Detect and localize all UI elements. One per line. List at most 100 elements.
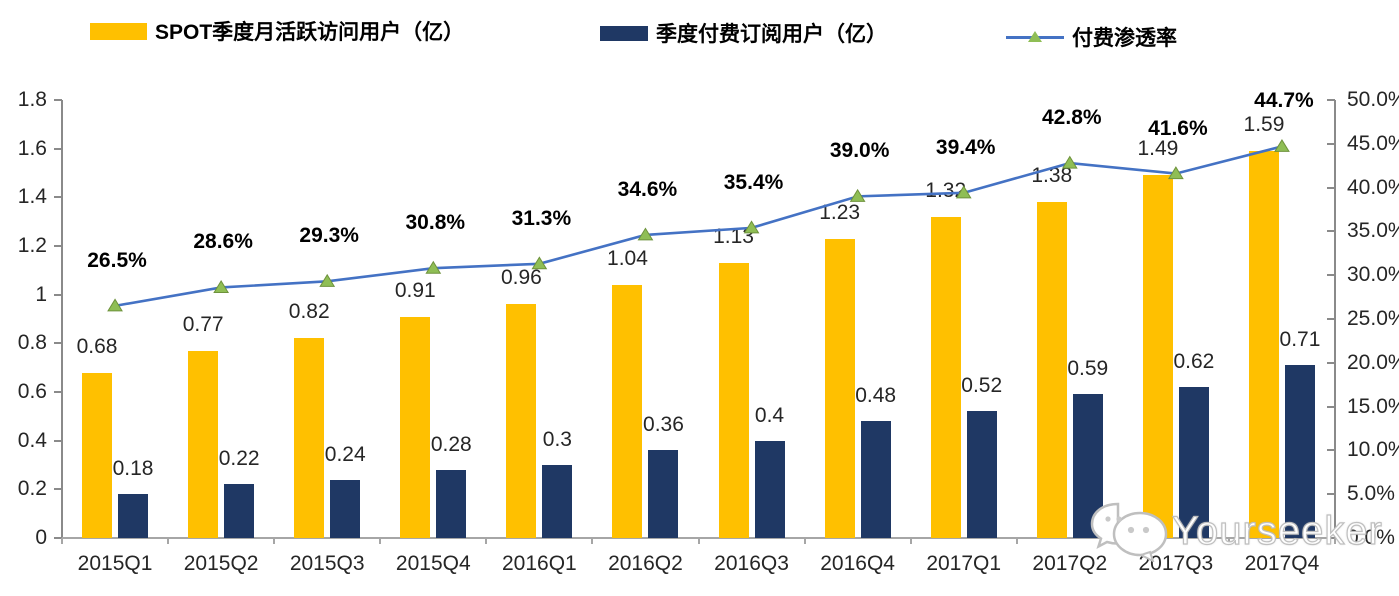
bar-subs-2016Q1 [542, 465, 573, 538]
x-tick-label: 2017Q4 [1244, 552, 1320, 575]
bar-label-subs: 0.28 [430, 432, 472, 456]
y-left-tick-label: 1 [35, 282, 47, 306]
bar-subs-2017Q3 [1178, 387, 1209, 538]
y-left-tick-label: 0.4 [17, 428, 47, 452]
bar-mau-2015Q2 [188, 350, 219, 538]
y-right-tick-label: 15.0% [1347, 394, 1399, 418]
bar-mau-2016Q3 [718, 263, 749, 538]
y-right-tick [1327, 274, 1335, 277]
bar-subs-2016Q2 [648, 450, 679, 538]
y-left-tick-label: 1.4 [17, 185, 47, 209]
bar-label-subs: 0.36 [643, 413, 684, 437]
bar-label-subs: 0.59 [1067, 357, 1109, 381]
bar-label-subs: 0.62 [1173, 350, 1215, 374]
x-boundary-tick [803, 538, 806, 544]
bar-label-mau: 0.91 [394, 278, 436, 302]
pct-label-2016Q2: 34.6% [617, 177, 678, 201]
y-left-tick-label: 1.8 [17, 88, 47, 111]
x-tick-label: 2016Q1 [502, 552, 577, 575]
pct-label-2017Q1: 39.4% [935, 135, 996, 159]
y-right-tick [1327, 318, 1335, 320]
x-tick-label: 2017Q2 [1032, 552, 1108, 575]
pct-label-2015Q2: 28.6% [193, 230, 253, 254]
x-boundary-tick [1334, 538, 1336, 544]
bar-label-subs: 0.48 [855, 384, 897, 408]
legend-label-subs: 季度付费订阅用户（亿） [656, 23, 887, 46]
x-boundary-tick [485, 538, 488, 544]
x-boundary-tick [697, 538, 700, 544]
bar-mau-2015Q4 [400, 316, 431, 538]
y-right-tick-label: 30.0% [1347, 263, 1399, 287]
y-right-tick [1327, 537, 1335, 539]
y-axis-right-line [1334, 100, 1336, 539]
bar-label-mau: 1.04 [607, 246, 648, 270]
x-tick-label: 2017Q3 [1138, 552, 1214, 575]
legend-item-penetration: 付费渗透率 [1006, 22, 1177, 52]
x-boundary-tick [909, 538, 912, 544]
bar-label-subs: 0.71 [1279, 328, 1321, 352]
bar-mau-2015Q1 [82, 372, 113, 538]
y-left-tick [54, 342, 62, 345]
watermark-text: Yourseeker [1171, 508, 1383, 553]
x-tick-label: 2015Q1 [77, 552, 153, 575]
triangle-marker-icon [637, 227, 654, 241]
y-left-tick-label: 0.2 [17, 477, 47, 501]
y-left-tick [54, 439, 62, 442]
bar-label-mau: 1.13 [713, 225, 754, 249]
bar-label-mau: 0.96 [500, 266, 542, 290]
pct-label-2017Q4: 44.7% [1254, 89, 1314, 113]
bar-label-subs: 0.3 [542, 428, 572, 451]
y-left-tick-label: 0.8 [17, 331, 47, 355]
bar-subs-2015Q4 [436, 469, 467, 538]
pct-label-2017Q2: 42.8% [1042, 106, 1102, 130]
pct-label-2015Q1: 26.5% [87, 248, 147, 272]
bar-label-subs: 0.18 [112, 457, 154, 481]
wechat-icon [1090, 502, 1168, 562]
bar-label-mau: 1.49 [1137, 137, 1179, 161]
pct-label-2015Q4: 30.8% [405, 211, 466, 235]
bar-subs-2016Q4 [860, 421, 891, 538]
y-left-tick [54, 488, 62, 491]
bar-label-mau: 0.77 [182, 312, 224, 336]
y-right-tick-label: 0.0% [1347, 526, 1395, 549]
y-left-tick-label: 1.6 [17, 136, 47, 160]
y-left-tick [54, 99, 62, 101]
y-left-tick [54, 293, 62, 296]
y-left-tick [54, 196, 62, 199]
triangle-marker-icon [213, 280, 230, 293]
bar-subs-2016Q3 [754, 440, 785, 538]
legend-item-subs: 季度付费订阅用户（亿） [600, 18, 887, 48]
triangle-marker-icon [1274, 138, 1290, 152]
bar-label-mau: 1.38 [1031, 164, 1073, 188]
bar-label-subs: 0.52 [961, 374, 1003, 398]
mau-bar-swatch-icon [90, 22, 147, 40]
y-right-tick [1327, 230, 1335, 233]
x-tick-label: 2016Q3 [714, 552, 789, 575]
y-right-tick-label: 50.0% [1347, 88, 1399, 111]
legend-label-mau: SPOT季度月活跃访问用户（亿） [155, 21, 465, 44]
y-right-tick [1327, 361, 1335, 364]
subs-bar-swatch-icon [600, 25, 648, 41]
triangle-marker-icon [319, 273, 336, 287]
x-tick-label: 2015Q3 [289, 552, 365, 575]
y-right-tick-label: 45.0% [1347, 131, 1399, 155]
x-boundary-tick [273, 538, 276, 544]
line-marker-swatch-icon [1006, 30, 1064, 44]
bar-label-subs: 0.22 [218, 447, 260, 471]
y-left-tick-label: 0 [35, 526, 47, 549]
x-tick-label: 2017Q1 [926, 552, 1002, 575]
bar-subs-2015Q1 [118, 494, 149, 538]
pct-label-2016Q4: 39.0% [829, 139, 890, 163]
x-boundary-tick [1015, 538, 1018, 544]
bar-mau-2016Q1 [506, 304, 537, 538]
y-right-tick-label: 35.0% [1347, 219, 1399, 243]
pct-label-2016Q1: 31.3% [511, 206, 572, 230]
y-axis-left-line [61, 100, 63, 539]
x-tick-label: 2016Q4 [820, 552, 895, 575]
bar-label-subs: 0.4 [754, 403, 785, 427]
x-boundary-tick [61, 538, 63, 544]
legend-item-mau: SPOT季度月活跃访问用户（亿） [90, 16, 464, 46]
pct-label-2016Q3: 35.4% [723, 170, 784, 194]
legend-label-penetration: 付费渗透率 [1072, 27, 1177, 50]
bar-label-mau: 1.59 [1243, 113, 1285, 137]
